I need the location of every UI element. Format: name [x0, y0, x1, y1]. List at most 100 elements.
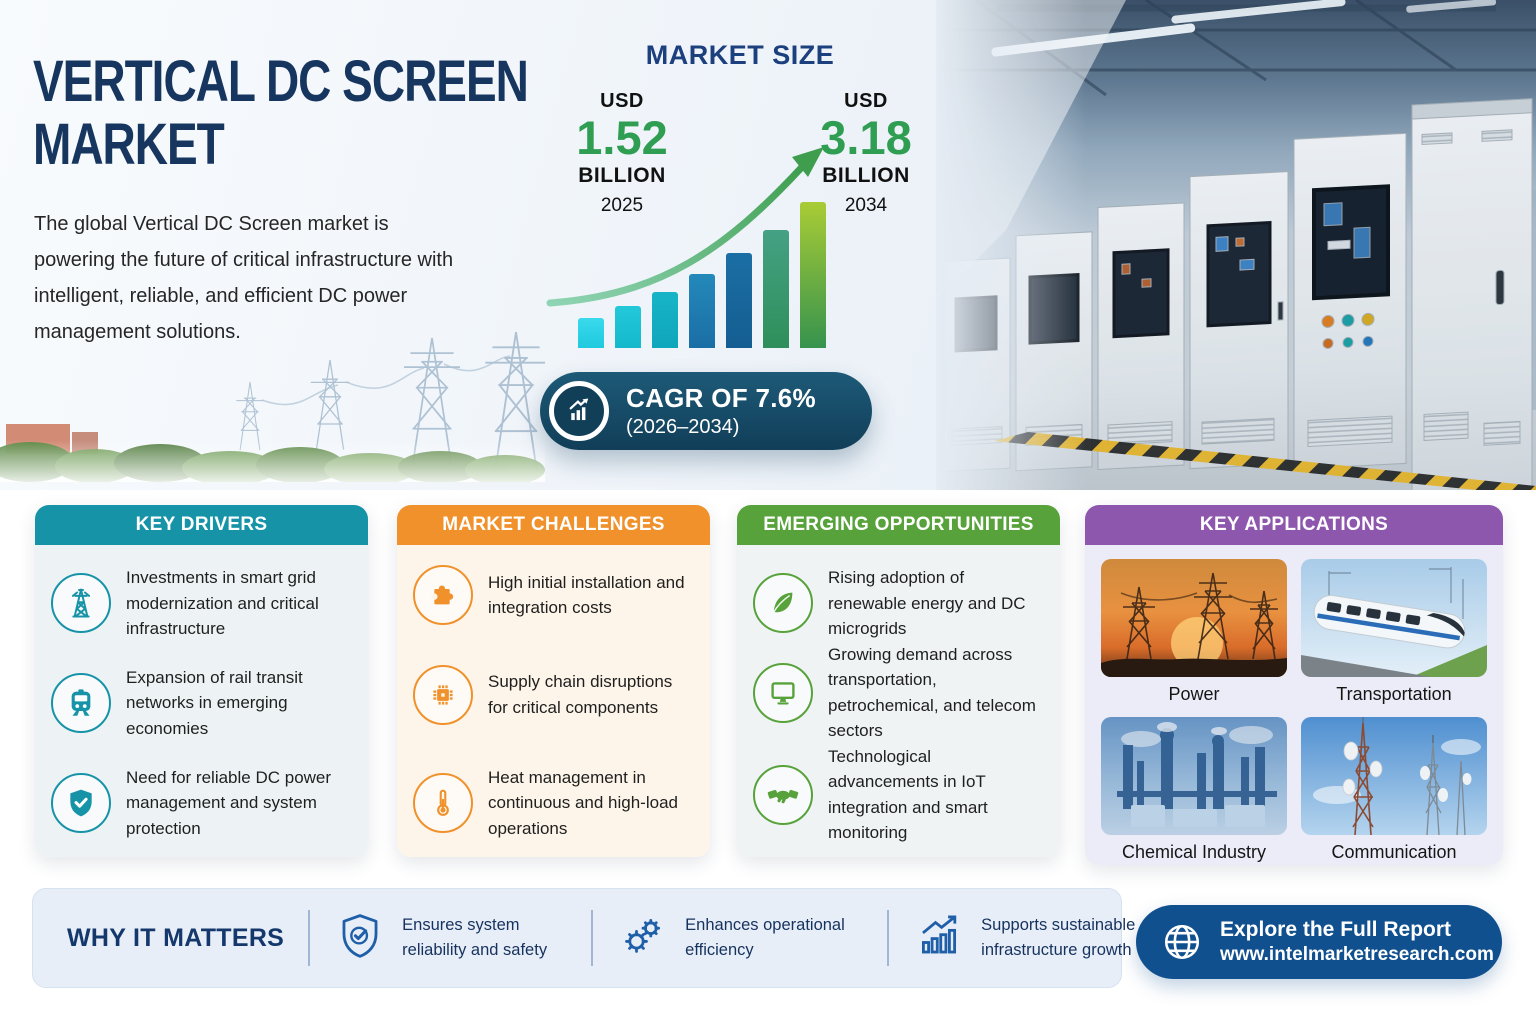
transmission-towers-art — [0, 330, 547, 485]
communication-photo — [1301, 717, 1487, 835]
emerging-opportunities-card: EMERGING OPPORTUNITIES Rising adoption o… — [737, 505, 1060, 857]
page-title: VERTICAL DC SCREEN MARKET — [33, 47, 529, 177]
why-heading: WHY IT MATTERS — [67, 923, 285, 952]
why-item-text: Ensures system reliability and safety — [402, 916, 548, 959]
list-item-text: Expansion of rail transit networks in em… — [126, 667, 303, 738]
power-photo — [1101, 559, 1287, 677]
key-applications-body: Power — [1085, 545, 1503, 865]
key-drivers-body: Investments in smart grid modernization … — [35, 545, 368, 857]
list-item-text: Need for reliable DC power management an… — [126, 767, 332, 838]
growth-bar — [689, 274, 715, 348]
monitor-icon — [753, 662, 813, 723]
cagr-value: CAGR OF 7.6% — [626, 383, 816, 413]
shield-check-icon — [334, 910, 386, 967]
growth-bar — [800, 202, 826, 348]
dc-cabinets-photo — [936, 0, 1536, 506]
key-drivers-header: KEY DRIVERS — [35, 505, 368, 545]
explore-report-button[interactable]: Explore the Full Report www.intelmarketr… — [1136, 905, 1502, 979]
list-item-text: Investments in smart grid modernization … — [126, 568, 319, 638]
applications-grid: Power — [1101, 559, 1487, 869]
currency-label: USD — [600, 90, 644, 112]
explore-button-text: Explore the Full Report www.intelmarketr… — [1220, 918, 1494, 966]
growth-bar — [726, 253, 752, 348]
emerging-opportunities-header: EMERGING OPPORTUNITIES — [737, 505, 1060, 545]
chip-icon — [413, 664, 473, 725]
value-2034: 3.18 — [820, 111, 912, 164]
market-size-block: MARKET SIZE USD 1.52 BILLION 2025 USD 3.… — [540, 40, 940, 360]
list-item-text: Rising adoption of renewable energy and … — [828, 568, 1026, 638]
list-item: Heat management in continuous and high-l… — [413, 765, 694, 842]
application-label: Chemical Industry — [1121, 842, 1267, 862]
application-label: Power — [1168, 684, 1220, 704]
divider — [591, 910, 594, 966]
market-size-2034: USD 3.18 BILLION 2034 — [804, 90, 928, 217]
unit-label: BILLION — [822, 163, 910, 187]
train-icon — [51, 673, 111, 733]
why-item-text: Enhances operational efficiency — [685, 916, 845, 959]
thermometer-icon — [413, 772, 473, 833]
puzzle-icon — [413, 565, 473, 625]
why-item-growth: Supports sustainable infrastructure grow… — [913, 910, 1171, 967]
year-2034: 2034 — [844, 194, 888, 216]
divider — [308, 910, 311, 966]
why-item-text: Supports sustainable infrastructure grow… — [981, 916, 1136, 959]
growth-bar — [652, 292, 678, 348]
market-challenges-card: MARKET CHALLENGES High initial installat… — [397, 505, 710, 857]
value-2025: 1.52 — [576, 111, 668, 164]
list-item: Growing demand across transportation, pe… — [753, 642, 1044, 744]
why-it-matters-bar: WHY IT MATTERS Ensures system reliabilit… — [32, 888, 1135, 988]
market-growth-bars — [578, 198, 828, 348]
unit-label: BILLION — [578, 163, 666, 187]
handshake-icon — [753, 764, 813, 825]
hero-description: The global Vertical DC Screen market is … — [34, 213, 454, 343]
transportation-photo — [1301, 559, 1487, 677]
key-applications-card: KEY APPLICATIONS — [1085, 505, 1503, 865]
cagr-badge: CAGR OF 7.6% (2026–2034) — [540, 372, 872, 450]
list-item: Rising adoption of renewable energy and … — [753, 565, 1044, 642]
why-item-reliability: Ensures system reliability and safety — [334, 910, 567, 967]
list-item-text: Growing demand across transportation, pe… — [828, 644, 1036, 741]
list-item: Investments in smart grid modernization … — [51, 565, 352, 642]
application-transportation: Transportation — [1301, 559, 1487, 711]
page-title-line1: VERTICAL DC SCREEN — [33, 47, 529, 114]
leaf-icon — [753, 573, 813, 634]
growth-chart-icon — [913, 910, 965, 967]
list-item: High initial installation and integratio… — [413, 565, 694, 625]
list-item-text: Supply chain disruptions for critical co… — [488, 672, 673, 717]
list-item: Supply chain disruptions for critical co… — [413, 664, 694, 725]
page-title-line2: MARKET — [33, 110, 225, 177]
list-item-text: Heat management in continuous and high-l… — [488, 767, 678, 838]
gears-icon — [617, 910, 669, 967]
application-power: Power — [1101, 559, 1287, 711]
market-size-heading: MARKET SIZE — [645, 40, 835, 70]
chemical-industry-photo — [1101, 717, 1287, 835]
transmission-tower-icon — [51, 573, 111, 634]
market-challenges-header: MARKET CHALLENGES — [397, 505, 710, 545]
application-label: Transportation — [1336, 684, 1452, 704]
growth-bar — [615, 306, 641, 348]
list-item: Technological advancements in IoT integr… — [753, 744, 1044, 846]
hero-section: VERTICAL DC SCREEN MARKET The global Ver… — [0, 0, 1536, 506]
cagr-text: CAGR OF 7.6% (2026–2034) — [626, 383, 816, 439]
market-challenges-body: High initial installation and integratio… — [397, 545, 710, 857]
application-label: Communication — [1331, 842, 1457, 862]
divider — [887, 910, 890, 966]
application-chemical-industry: Chemical Industry — [1101, 717, 1287, 869]
shield-check-icon — [51, 772, 111, 833]
globe-icon — [1160, 920, 1204, 964]
list-item: Need for reliable DC power management an… — [51, 765, 352, 842]
cagr-period: (2026–2034) — [626, 416, 740, 438]
list-item: Expansion of rail transit networks in em… — [51, 665, 352, 742]
growth-bar — [578, 318, 604, 348]
currency-label: USD — [844, 90, 888, 112]
why-item-efficiency: Enhances operational efficiency — [617, 910, 863, 967]
key-drivers-card: KEY DRIVERS Investments in smart grid mo… — [35, 505, 368, 857]
growth-bar — [763, 230, 789, 348]
list-item-text: Technological advancements in IoT integr… — [828, 746, 988, 843]
key-applications-header: KEY APPLICATIONS — [1085, 505, 1503, 545]
list-item-text: High initial installation and integratio… — [488, 572, 685, 618]
cagr-chart-icon — [549, 381, 609, 441]
emerging-opportunities-body: Rising adoption of renewable energy and … — [737, 545, 1060, 857]
application-communication: Communication — [1301, 717, 1487, 869]
